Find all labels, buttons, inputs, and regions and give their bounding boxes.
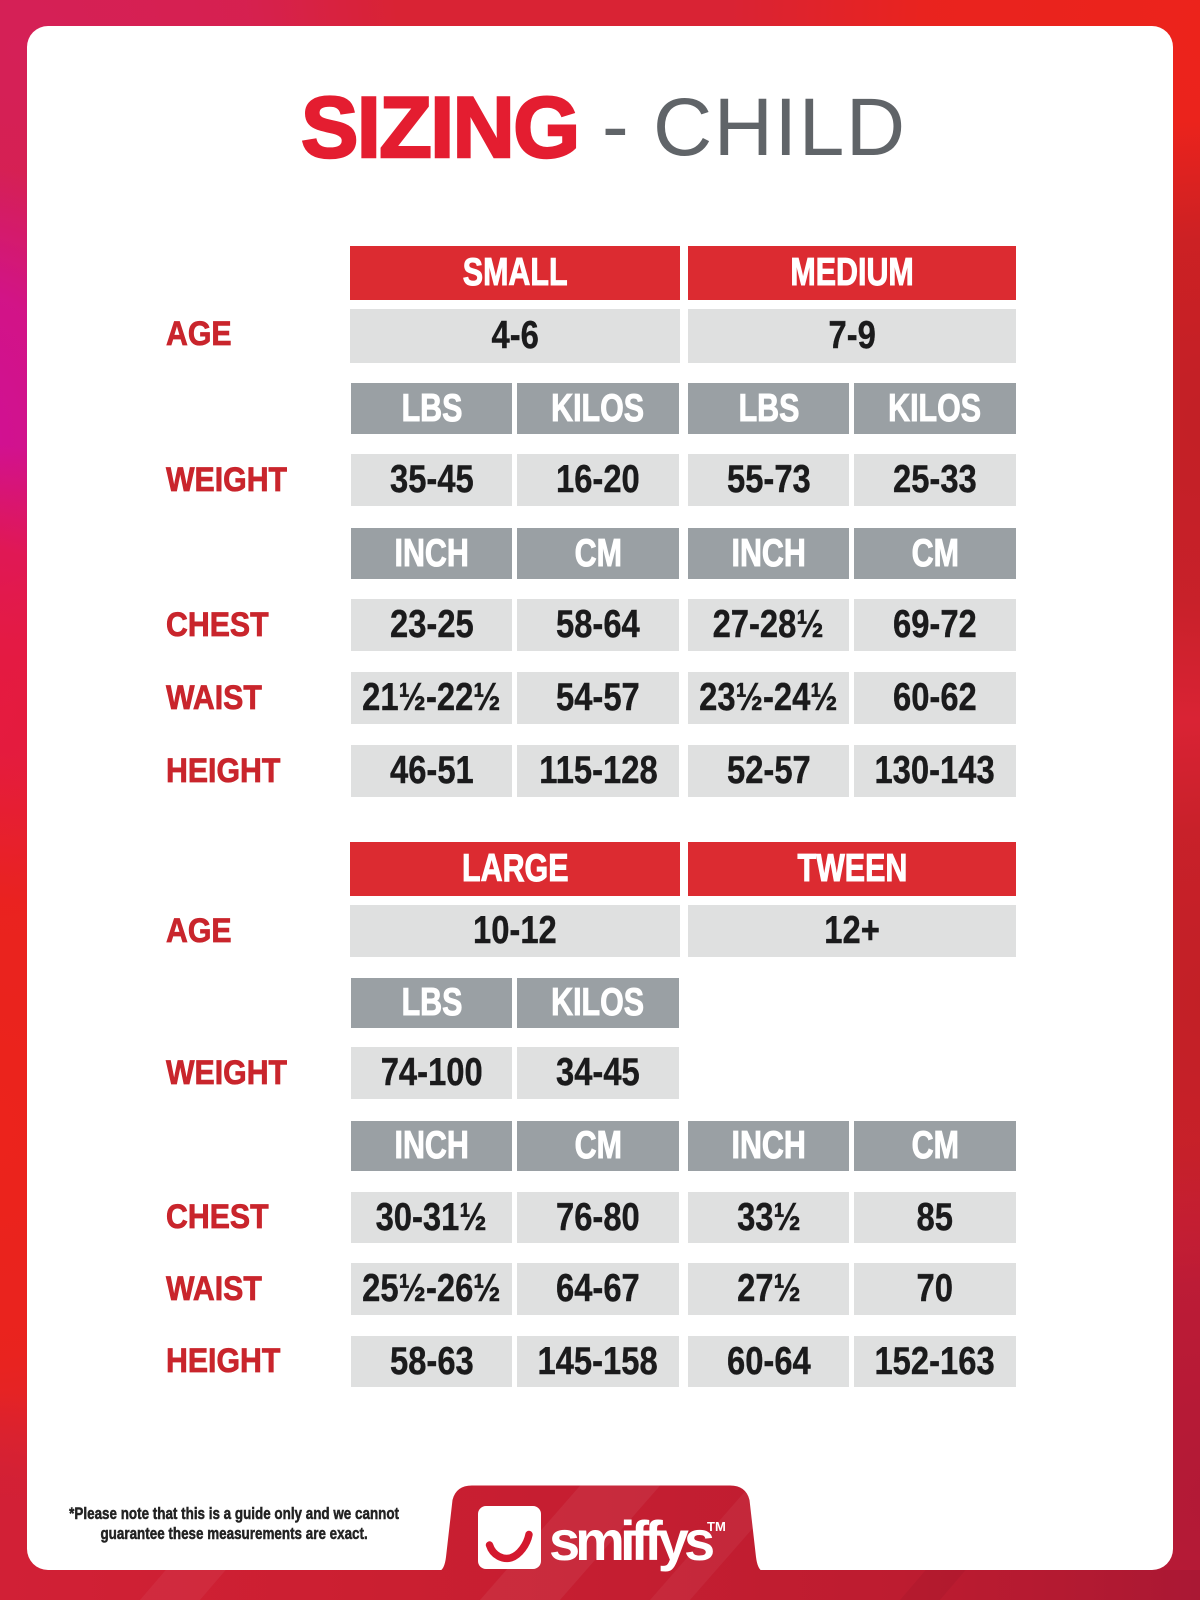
svg-text:smiffys: smiffys <box>549 1509 713 1572</box>
svg-text:TM: TM <box>707 1519 726 1534</box>
